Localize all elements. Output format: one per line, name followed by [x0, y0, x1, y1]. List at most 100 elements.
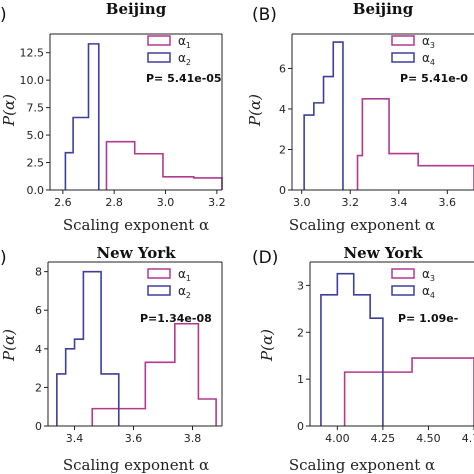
series-1-step — [356, 98, 474, 190]
y-axis-label: P(α) — [258, 329, 276, 362]
y-tick-label: 6 — [35, 304, 42, 317]
legend-symbol: α — [422, 284, 430, 298]
x-tick-label: 4.50 — [416, 432, 441, 445]
y-axis-label: P(α) — [0, 94, 18, 127]
series-group — [303, 41, 474, 190]
series-1-step — [343, 357, 474, 426]
y-tick-label: 2 — [279, 143, 286, 156]
legend-swatch-1 — [391, 35, 415, 46]
legend-label-2: α2 — [178, 51, 191, 67]
x-axis-label: Scaling exponent α — [63, 456, 209, 474]
x-tick-label: 3.6 — [439, 196, 457, 209]
x-tick-label: 3.4 — [66, 432, 84, 445]
legend-subscript: 1 — [186, 274, 191, 283]
legend-swatch-2 — [147, 285, 171, 296]
x-axis-label: Scaling exponent α — [289, 456, 435, 474]
legend-symbol: α — [178, 267, 186, 281]
legend-subscript: 2 — [186, 58, 191, 67]
p-value-annotation: P= 5.41e-0 — [400, 72, 468, 85]
chart-title: New York — [343, 244, 423, 262]
legend-symbol: α — [178, 284, 186, 298]
chart-panel-2: 3.0 3.2 3.4 3.6 0 2 4 6 Beijing Scaling exponent … — [246, 0, 474, 234]
legend-symbol: α — [422, 51, 430, 65]
legend-label-1: α1 — [178, 34, 191, 50]
chart-panel-1: 2.6 2.8 3.0 3.2 0.0 2.5 5.0 7.5 10.0 12.5 Beijing S… — [0, 0, 226, 234]
legend-subscript: 2 — [186, 291, 191, 300]
legend-symbol: α — [422, 267, 430, 281]
series-2-step — [303, 41, 344, 190]
legend-subscript: 4 — [430, 58, 435, 67]
y-tick-label: 0 — [35, 420, 42, 433]
legend-symbol: α — [178, 34, 186, 48]
y-tick-label: 7.5 — [27, 102, 45, 115]
x-tick-label: 4.00 — [325, 432, 350, 445]
x-tick-label: 4.75 — [462, 432, 474, 445]
series-2-step — [64, 43, 100, 190]
x-axis-label: Scaling exponent α — [63, 216, 209, 234]
legend-subscript: 4 — [430, 291, 435, 300]
legend-label-1: α3 — [422, 34, 435, 50]
legend-label-2: α4 — [422, 51, 435, 67]
y-tick-label: 0 — [297, 420, 304, 433]
p-value-annotation: P= 5.41e-05 — [146, 72, 222, 85]
x-tick-label: 4.25 — [371, 432, 396, 445]
legend-symbol: α — [422, 34, 430, 48]
x-tick-label: 3.0 — [157, 196, 175, 209]
panel-label: (B) — [252, 5, 277, 25]
y-tick-label: 4 — [35, 343, 42, 356]
panel-label: (D) — [252, 248, 278, 268]
p-value-annotation: P=1.34e-08 — [140, 312, 212, 325]
chart-title: Beijing — [106, 0, 167, 18]
y-axis-label: P(α) — [0, 329, 18, 362]
x-tick-label: 3.2 — [208, 196, 226, 209]
x-tick-label: 3.2 — [341, 196, 359, 209]
legend-label-2: α2 — [178, 284, 191, 300]
legend-swatch-1 — [147, 35, 171, 46]
y-tick-label: 3 — [297, 279, 304, 292]
legend-subscript: 3 — [430, 274, 435, 283]
legend-swatch-1 — [147, 268, 171, 279]
y-tick-label: 2 — [35, 381, 42, 394]
x-tick-label: 3.0 — [293, 196, 311, 209]
y-tick-label: 12.5 — [20, 47, 45, 60]
legend-swatch-2 — [391, 52, 415, 63]
x-tick-label: 3.8 — [184, 432, 202, 445]
chart-panel-4: 4.00 4.25 4.50 4.75 0 1 2 3 New York Scaling expo… — [252, 244, 474, 474]
series-group — [320, 272, 474, 426]
legend-swatch-2 — [391, 285, 415, 296]
p-value-annotation: P= 1.09e- — [398, 312, 458, 325]
legend-label-1: α3 — [422, 267, 435, 283]
chart-title: New York — [96, 244, 176, 262]
y-axis-label: P(α) — [246, 94, 264, 127]
y-tick-label: 8 — [35, 266, 42, 279]
series-1-step — [91, 322, 217, 426]
x-tick-label: 3.4 — [390, 196, 408, 209]
chart-panel-3: 3.4 3.6 3.8 0 2 4 6 8 New York Scaling exponent α… — [0, 244, 223, 474]
x-tick-label: 2.6 — [54, 196, 72, 209]
y-tick-label: 4 — [279, 103, 286, 116]
series-group — [64, 43, 223, 190]
y-tick-label: 2 — [297, 326, 304, 339]
y-tick-label: 0.0 — [27, 184, 45, 197]
y-tick-label: 5.0 — [27, 129, 45, 142]
series-2-step — [56, 270, 120, 426]
legend-swatch-1 — [391, 268, 415, 279]
legend-subscript: 1 — [186, 41, 191, 50]
panel-label: ) — [0, 248, 7, 268]
x-tick-label: 3.6 — [125, 432, 143, 445]
legend-symbol: α — [178, 51, 186, 65]
legend-label-1: α1 — [178, 267, 191, 283]
legend-swatch-2 — [147, 52, 171, 63]
series-2-step — [320, 272, 384, 426]
y-tick-label: 0 — [279, 184, 286, 197]
legend-subscript: 3 — [430, 41, 435, 50]
series-group — [56, 270, 217, 426]
chart-title: Beijing — [353, 0, 414, 18]
legend-label-2: α4 — [422, 284, 435, 300]
panel-label: ) — [0, 5, 7, 25]
y-tick-label: 10.0 — [20, 74, 45, 87]
x-tick-label: 2.8 — [105, 196, 123, 209]
series-1-step — [105, 140, 223, 190]
y-tick-label: 6 — [279, 62, 286, 75]
